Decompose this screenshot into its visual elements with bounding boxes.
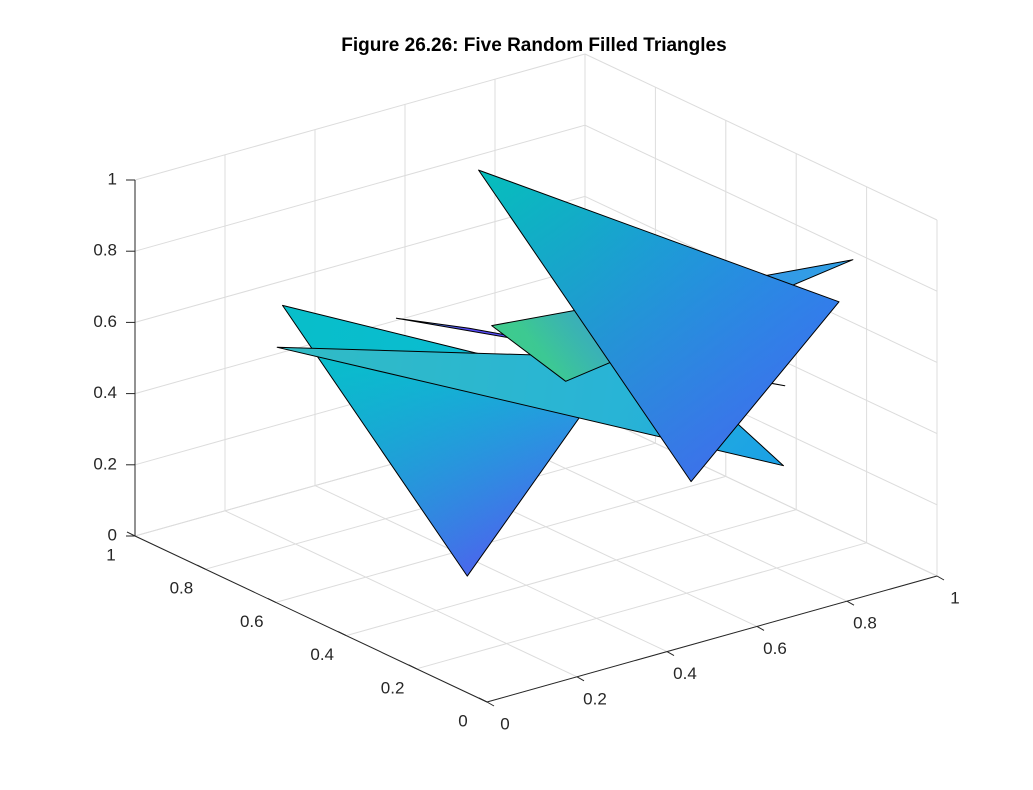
y-tick-label: 0.4 (310, 645, 334, 664)
back-wall-grid-line (134, 53, 586, 181)
x-tick-label: 0.4 (673, 664, 697, 683)
z-tick-label: 0.6 (93, 312, 117, 331)
chart-title: Figure 26.26: Five Random Filled Triangl… (341, 35, 726, 56)
x-axis-line (486, 575, 938, 703)
x-tick-mark (756, 625, 765, 631)
x-tick-label: 1 (950, 588, 959, 607)
triangles-layer (276, 169, 854, 577)
y-tick-mark (267, 597, 277, 603)
side-wall-grid-line (584, 53, 938, 221)
x-tick-label: 0.2 (583, 689, 607, 708)
axis-layer: 00.20.40.60.8100.20.40.60.8100.20.40.60.… (93, 169, 959, 733)
side-wall-grid-line (584, 124, 938, 292)
y-tick-mark (478, 697, 488, 703)
back-wall-grid-line (134, 124, 586, 252)
back-wall-grid-line (134, 195, 586, 323)
y-tick-label: 1 (106, 545, 115, 564)
y-tick-label: 0.6 (240, 612, 264, 631)
x-tick-label: 0 (500, 714, 509, 733)
x-tick-label: 0.8 (853, 614, 877, 633)
floor-grid-line (416, 542, 867, 670)
y-tick-label: 0 (458, 711, 467, 730)
z-tick-label: 0 (108, 525, 117, 544)
y-tick-mark (337, 631, 347, 637)
triangle-edge (282, 304, 604, 577)
triangle-patch-4 (478, 169, 840, 483)
y-tick-label: 0.2 (381, 678, 405, 697)
y-tick-mark (197, 564, 206, 570)
z-tick-label: 0.2 (93, 454, 117, 473)
y-tick-label: 0.8 (170, 579, 194, 598)
triangle-edge (478, 169, 840, 483)
y-axis-line (134, 535, 488, 703)
z-tick-label: 1 (108, 169, 117, 188)
z-tick-label: 0.4 (93, 383, 117, 402)
x-tick-label: 0.6 (763, 639, 787, 658)
x-tick-mark (486, 701, 495, 707)
x-tick-mark (936, 575, 945, 581)
y-tick-mark (126, 531, 136, 537)
x-tick-mark (846, 600, 855, 606)
x-tick-mark (666, 651, 675, 657)
floor-grid-line (494, 434, 848, 602)
floor-grid-line (346, 509, 797, 637)
floor-grid-line (275, 475, 726, 603)
triangle-shade (478, 170, 839, 482)
floor-grid-line (584, 409, 938, 577)
z-tick-label: 0.8 (93, 241, 117, 260)
x-tick-mark (576, 676, 585, 682)
y-tick-mark (408, 664, 417, 670)
floor-grid-line (314, 485, 668, 653)
floor-grid-line (224, 510, 578, 678)
